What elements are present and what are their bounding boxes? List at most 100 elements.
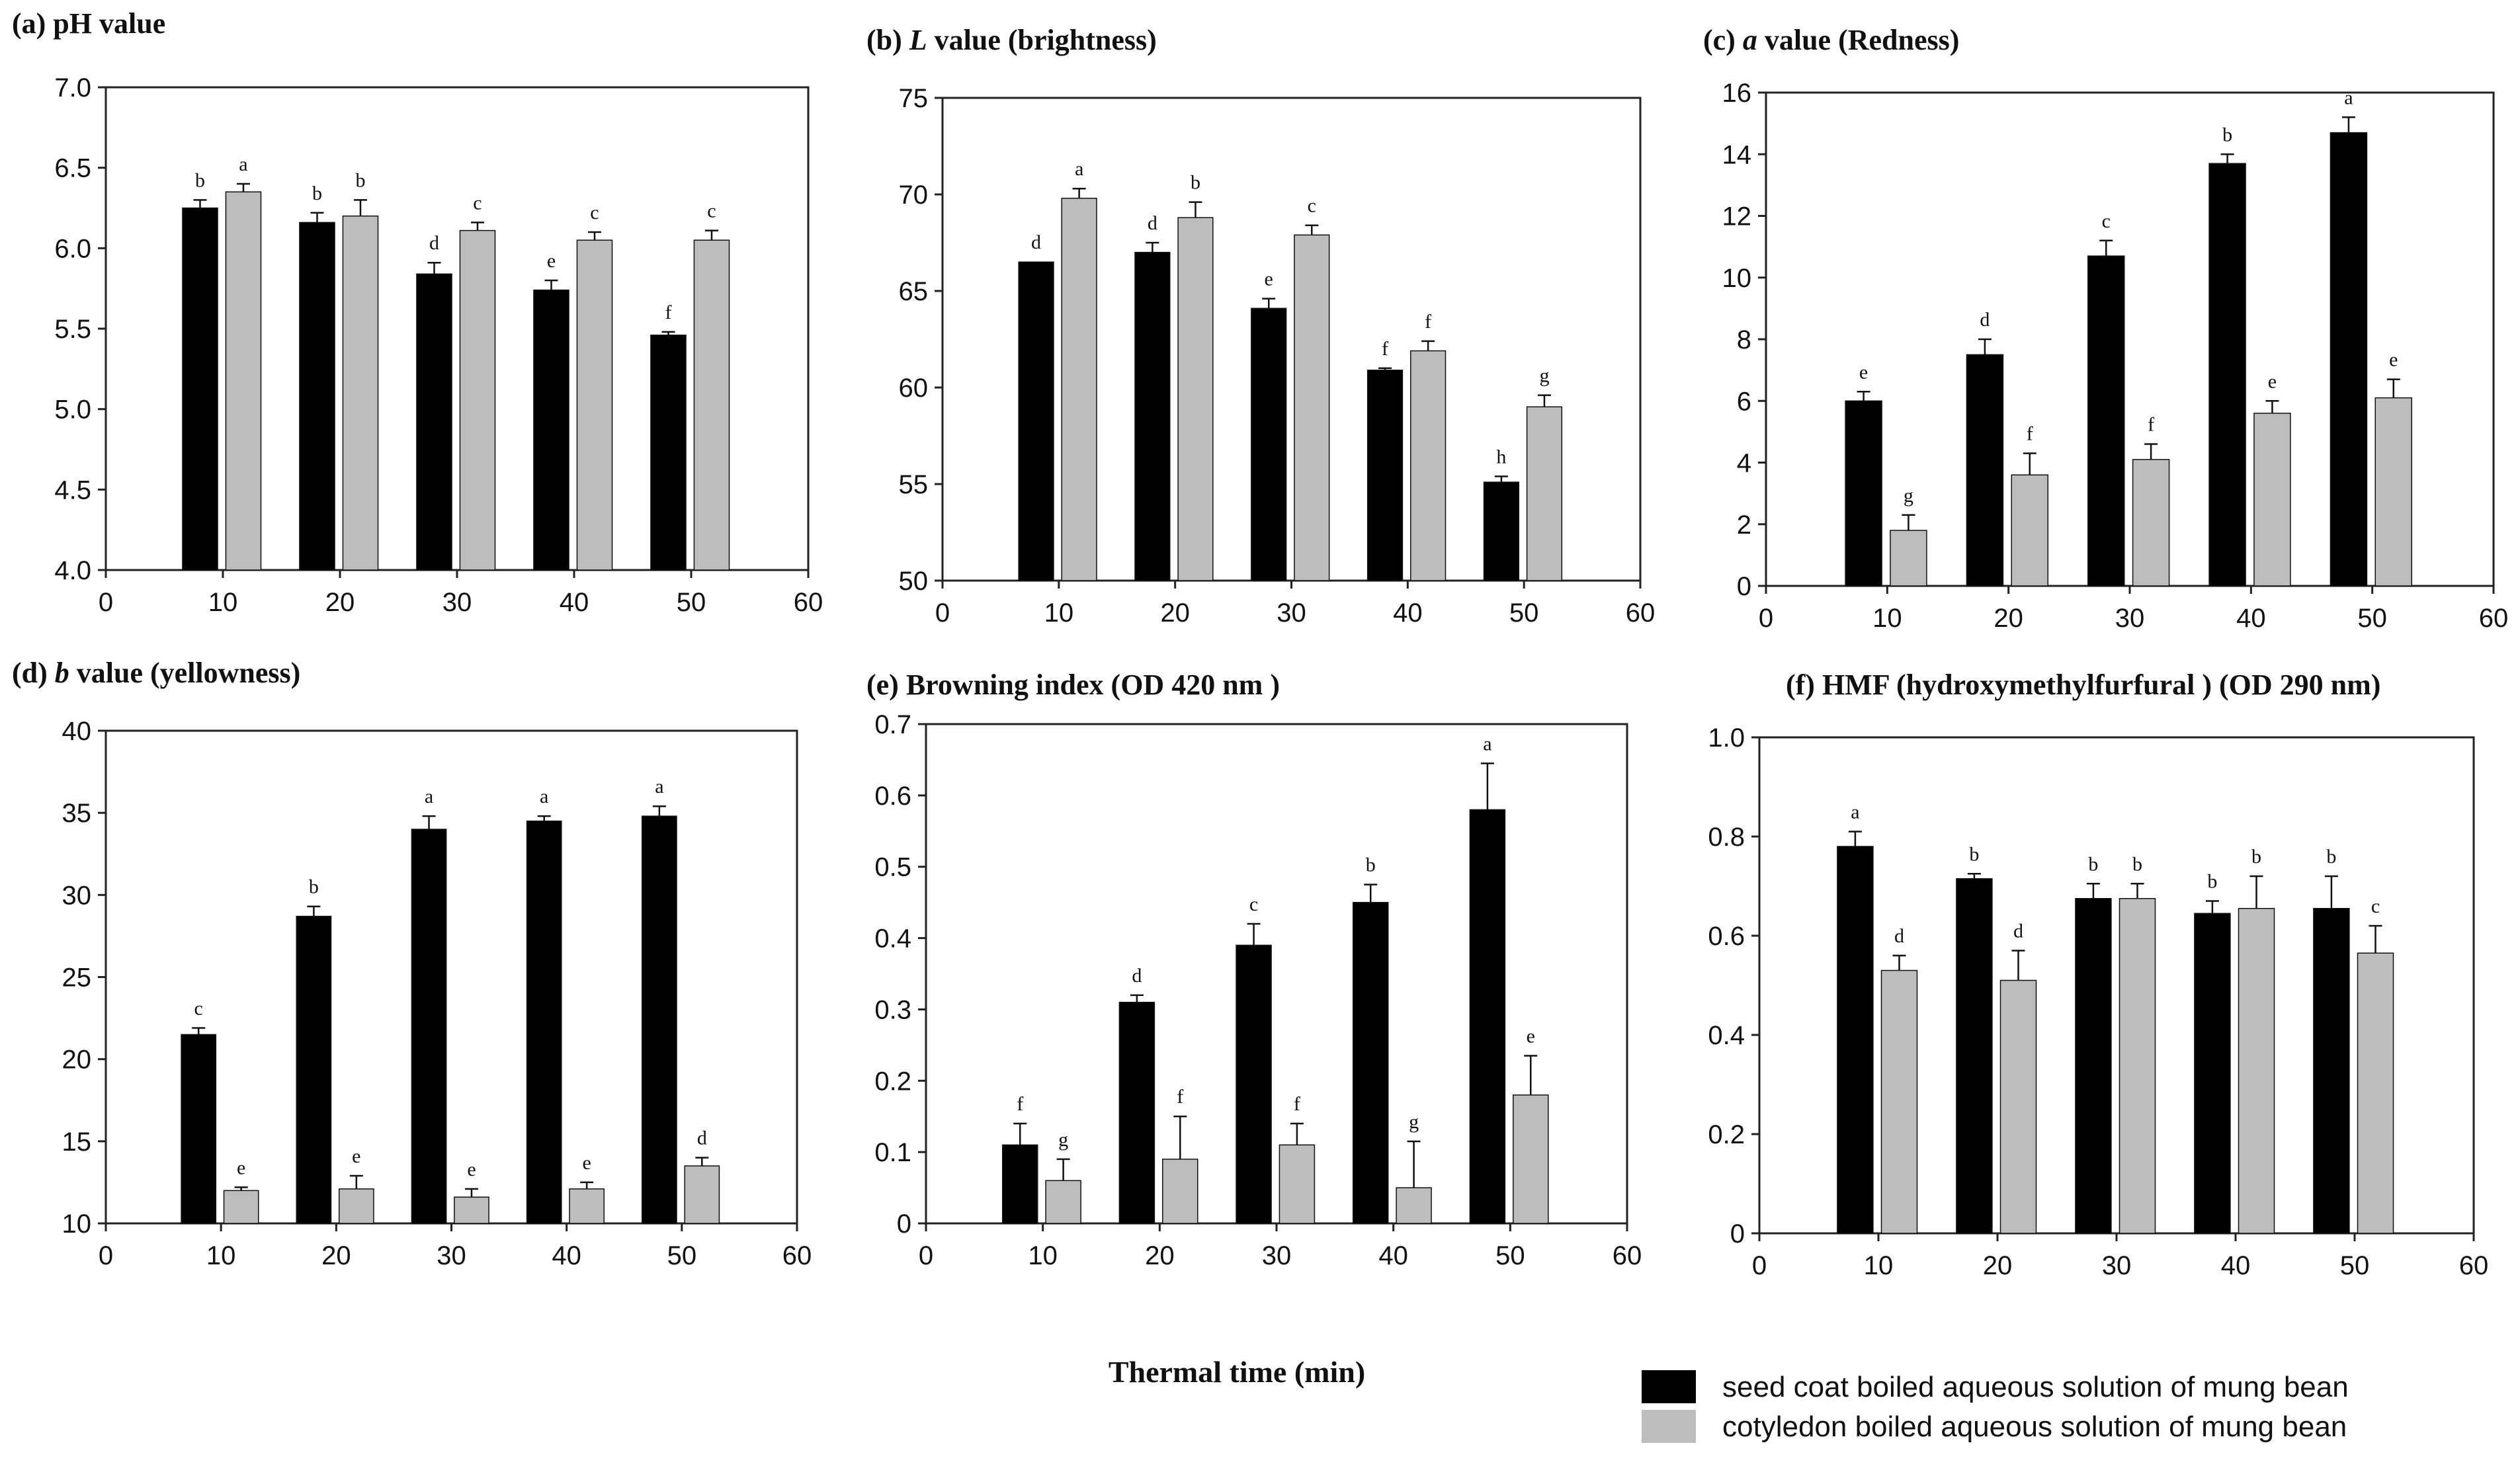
significance-letter: f bbox=[2027, 423, 2033, 445]
cotyledon-bar bbox=[1513, 1094, 1549, 1224]
significance-letter: a bbox=[1851, 801, 1859, 823]
chart-title-part: (b) bbox=[866, 24, 909, 56]
x-tick-label: 30 bbox=[1277, 598, 1306, 628]
significance-letter: e bbox=[2389, 349, 2398, 371]
cotyledon-bar bbox=[1409, 350, 1447, 581]
y-tick-label: 0 bbox=[1730, 1219, 1745, 1249]
chart-title-part: value (brightness) bbox=[927, 24, 1157, 56]
significance-letter: b bbox=[1366, 854, 1376, 876]
chart-title: (e) Browning index (OD 420 nm ) bbox=[866, 669, 1280, 701]
significance-letter: a bbox=[655, 776, 663, 798]
x-axis-label: Thermal time (min) bbox=[1109, 1355, 1365, 1389]
chart-panel: (e) Browning index (OD 420 nm ) 0 0.1 0.2 0.… bbox=[866, 669, 1642, 1270]
seed-coat-bar bbox=[1956, 878, 1993, 1234]
x-tick-label: 10 bbox=[1028, 1241, 1058, 1270]
significance-letter: d bbox=[1148, 212, 1157, 234]
significance-letter: f bbox=[1017, 1093, 1023, 1115]
x-tick-label: 10 bbox=[1864, 1251, 1894, 1280]
y-tick-label: 25 bbox=[62, 964, 92, 993]
legend-swatch bbox=[1642, 1410, 1696, 1443]
significance-letter: c bbox=[1249, 893, 1258, 915]
chart-title-part: b bbox=[55, 657, 69, 689]
significance-letter: b bbox=[1191, 172, 1200, 194]
seed-coat-bar bbox=[1469, 809, 1506, 1224]
y-tick-label: 0 bbox=[897, 1210, 911, 1239]
y-tick-label: 65 bbox=[899, 277, 929, 306]
y-tick-label: 0.8 bbox=[1708, 823, 1745, 852]
significance-letter: d bbox=[1894, 925, 1904, 947]
x-tick-label: 60 bbox=[1613, 1241, 1642, 1270]
seed-coat-bar bbox=[1845, 400, 1882, 587]
cotyledon-bar bbox=[1880, 969, 1918, 1234]
significance-letter: e bbox=[237, 1157, 245, 1178]
significance-letter: c bbox=[2371, 895, 2380, 917]
y-tick-label: 7.0 bbox=[54, 73, 91, 102]
x-tick-label: 50 bbox=[2357, 604, 2387, 633]
significance-letter: c bbox=[1308, 195, 1316, 217]
y-tick-label: 75 bbox=[899, 84, 929, 113]
significance-letter: f bbox=[665, 302, 671, 323]
significance-letter: a bbox=[1483, 733, 1491, 755]
cotyledon-bar bbox=[1526, 406, 1563, 581]
chart-title-part: value (Redness) bbox=[1757, 24, 1960, 56]
x-tick-label: 30 bbox=[442, 588, 472, 617]
y-tick-label: 6 bbox=[1737, 387, 1751, 416]
y-tick-label: 10 bbox=[62, 1210, 92, 1239]
seed-coat-bar bbox=[1483, 481, 1520, 581]
seed-coat-bar bbox=[181, 1034, 217, 1224]
cotyledon-bar bbox=[1061, 198, 1097, 581]
seed-coat-bar bbox=[641, 815, 677, 1224]
significance-letter: f bbox=[1382, 338, 1388, 360]
seed-coat-bar bbox=[2330, 132, 2368, 587]
y-tick-label: 0 bbox=[1737, 572, 1751, 601]
y-tick-label: 40 bbox=[62, 717, 92, 746]
cotyledon-bar bbox=[2011, 474, 2048, 587]
cotyledon-bar bbox=[342, 215, 379, 571]
significance-letter: d bbox=[1980, 309, 1990, 331]
significance-letter: d bbox=[2013, 921, 2023, 942]
significance-letter: e bbox=[1859, 361, 1868, 383]
cotyledon-bar bbox=[1279, 1144, 1316, 1224]
significance-letter: b bbox=[195, 169, 205, 191]
significance-letter: b bbox=[2326, 846, 2336, 868]
seed-coat-bar bbox=[1352, 901, 1389, 1224]
y-tick-label: 0.2 bbox=[1708, 1120, 1745, 1149]
y-tick-label: 6.0 bbox=[54, 234, 91, 263]
chart-title-part: L bbox=[909, 24, 927, 56]
significance-letter: c bbox=[707, 200, 716, 222]
chart-title: (c) a value (Redness) bbox=[1703, 24, 1959, 56]
y-tick-label: 4 bbox=[1737, 449, 1751, 478]
x-tick-label: 60 bbox=[782, 1241, 812, 1270]
significance-letter: e bbox=[352, 1145, 360, 1167]
y-tick-label: 15 bbox=[62, 1128, 92, 1157]
significance-letter: a bbox=[540, 786, 548, 807]
legend-label: cotyledon boiled aqueous solution of mun… bbox=[1722, 1411, 2347, 1443]
significance-letter: e bbox=[582, 1152, 591, 1174]
chart-title-part: (a) pH value bbox=[12, 7, 165, 40]
y-tick-label: 4.5 bbox=[54, 475, 91, 505]
cotyledon-bar bbox=[225, 191, 262, 571]
significance-letter: h bbox=[1496, 446, 1506, 468]
y-tick-label: 35 bbox=[62, 799, 92, 828]
significance-letter: e bbox=[547, 250, 556, 272]
y-tick-label: 5.0 bbox=[54, 395, 91, 425]
significance-letter: a bbox=[239, 153, 247, 175]
significance-letter: g bbox=[1539, 365, 1549, 387]
x-tick-label: 30 bbox=[2102, 1251, 2132, 1280]
x-tick-label: 40 bbox=[560, 588, 589, 617]
x-tick-label: 40 bbox=[1378, 1241, 1408, 1270]
significance-letter: c bbox=[590, 202, 599, 224]
significance-letter: g bbox=[1904, 485, 1913, 507]
significance-letter: d bbox=[429, 232, 439, 254]
significance-letter: f bbox=[1177, 1086, 1183, 1108]
significance-letter: a bbox=[1075, 158, 1083, 180]
significance-letter: e bbox=[1527, 1026, 1535, 1047]
cotyledon-bar bbox=[1396, 1187, 1432, 1224]
chart-title: (f) HMF (hydroxymethylfurfural ) (OD 290… bbox=[1786, 669, 2380, 701]
legend-label: seed coat boiled aqueous solution of mun… bbox=[1722, 1371, 2349, 1403]
x-tick-label: 10 bbox=[206, 1241, 236, 1270]
y-tick-label: 0.6 bbox=[874, 782, 911, 811]
cotyledon-bar bbox=[2374, 397, 2412, 587]
